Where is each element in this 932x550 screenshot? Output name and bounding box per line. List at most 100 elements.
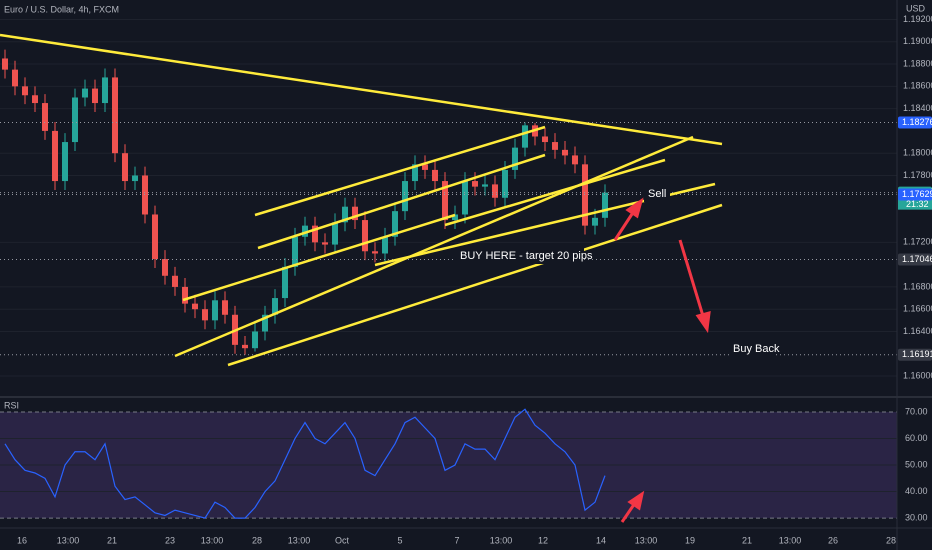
x-tick-label: 13:00 — [201, 535, 224, 545]
price-marker — [898, 116, 932, 129]
candle-body — [212, 300, 218, 321]
annotation-box — [729, 341, 775, 357]
candle-body — [542, 136, 548, 143]
y-tick-label: 1.18400 — [903, 103, 932, 113]
candle-body — [472, 181, 478, 187]
price-marker — [898, 253, 932, 266]
x-tick-label: 28 — [252, 535, 262, 545]
x-tick-label: 5 — [397, 535, 402, 545]
y-tick-label: 1.18800 — [903, 58, 932, 68]
candle-body — [592, 217, 598, 226]
candle-body — [442, 181, 448, 221]
candle-body — [112, 77, 118, 154]
candle-body — [322, 242, 328, 245]
candle-body — [202, 309, 208, 321]
candle-body — [492, 184, 498, 198]
rsi-title: RSI — [4, 400, 19, 410]
candle-body — [372, 251, 378, 254]
countdown: 21:32 — [906, 199, 929, 209]
candle-body — [152, 214, 158, 260]
y-tick-label: 1.17200 — [903, 237, 932, 247]
price-marker — [898, 188, 932, 201]
x-tick-label: 13:00 — [288, 535, 311, 545]
candle-body — [352, 206, 358, 221]
candle-body — [32, 95, 38, 104]
arrow-head — [627, 490, 645, 511]
y-tick-label: 1.16600 — [903, 304, 932, 314]
candle-body — [132, 175, 138, 182]
x-tick-label: 21 — [742, 535, 752, 545]
y-tick-label: 1.19000 — [903, 36, 932, 46]
x-tick-label: 13:00 — [490, 535, 513, 545]
x-tick-label: 13:00 — [635, 535, 658, 545]
arrow — [620, 502, 637, 523]
candle-body — [552, 142, 558, 150]
x-tick-label: 14 — [596, 535, 606, 545]
candle-body — [512, 147, 518, 170]
trend-line — [444, 158, 666, 227]
x-tick-label: 23 — [165, 535, 175, 545]
candle-body — [172, 275, 178, 287]
y-tick-label: 1.18600 — [903, 81, 932, 91]
arrow — [678, 239, 705, 317]
candle-body — [182, 286, 188, 304]
y-tick-label: 70.00 — [905, 406, 928, 416]
trend-line — [257, 153, 546, 250]
chart-title: Euro / U.S. Dollar, 4h, FXCM — [4, 4, 119, 14]
candle-body — [22, 86, 28, 96]
x-tick-label: 28 — [886, 535, 896, 545]
price-marker-label: 1.17046 — [902, 254, 932, 264]
candle-body — [522, 125, 528, 148]
candle-body — [62, 142, 68, 182]
y-tick-label: 1.16000 — [903, 370, 932, 380]
candle-body — [262, 314, 268, 332]
candle-body — [52, 130, 58, 182]
trend-line — [174, 135, 694, 358]
price-marker-label: 1.18276 — [902, 117, 932, 127]
y-tick-label: 1.16400 — [903, 326, 932, 336]
candle-body — [602, 192, 608, 218]
currency: USD — [906, 3, 926, 13]
price-marker-label: 1.17629 — [902, 189, 932, 199]
candle-body — [292, 236, 298, 267]
candle-body — [122, 153, 128, 182]
candle-body — [502, 169, 508, 198]
plot — [0, 18, 897, 519]
candle-body — [72, 97, 78, 143]
candle-body — [12, 69, 18, 87]
candle-body — [362, 220, 368, 252]
candle-body — [382, 236, 388, 254]
candle-body — [252, 331, 258, 349]
candle-body — [332, 222, 338, 245]
y-tick-label: 1.19200 — [903, 14, 932, 24]
annotation: BUY HERE - target 20 pips — [460, 250, 593, 262]
y-tick-label: 60.00 — [905, 433, 928, 443]
price-marker-label: 1.16191 — [902, 349, 932, 359]
y-tick-label: 1.17800 — [903, 170, 932, 180]
x-tick-label: 26 — [828, 535, 838, 545]
candle-body — [312, 225, 318, 243]
candle-body — [422, 164, 428, 170]
y-tick-label: 1.18000 — [903, 148, 932, 158]
arrow-head — [625, 197, 644, 219]
x-tick-label: 21 — [107, 535, 117, 545]
x-tick-label: 19 — [685, 535, 695, 545]
x-tick-label: Oct — [335, 535, 350, 545]
candle-body — [92, 88, 98, 104]
candle-body — [222, 300, 228, 315]
x-tick-label: 13:00 — [57, 535, 80, 545]
arrow-head — [695, 310, 711, 334]
x-tick-label: 7 — [454, 535, 459, 545]
candle-body — [42, 103, 48, 131]
y-tick-label: 1.16800 — [903, 281, 932, 291]
arrow — [613, 210, 636, 241]
annotation-box — [456, 248, 584, 264]
price-marker — [898, 348, 932, 361]
annotation-box — [644, 186, 670, 202]
arrows — [613, 197, 711, 523]
trend-line — [254, 125, 546, 217]
candle-body — [402, 181, 408, 212]
x-tick-label: 13:00 — [779, 535, 802, 545]
